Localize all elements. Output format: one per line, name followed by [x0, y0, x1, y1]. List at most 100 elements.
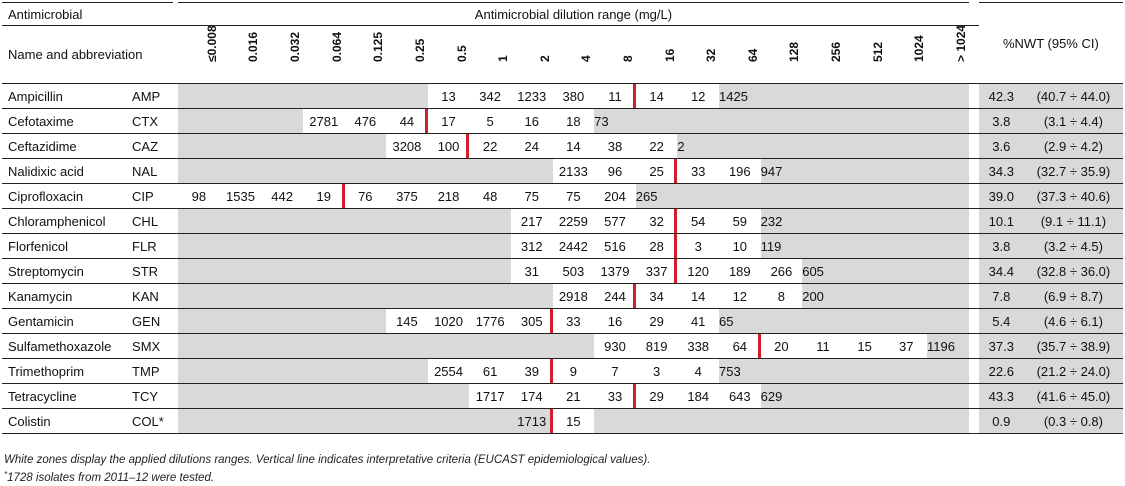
- header-spacer: [968, 2, 979, 26]
- mic-count-cell: 14: [635, 84, 678, 109]
- mic-count-cell: [927, 309, 969, 334]
- mic-count-cell: 342: [469, 84, 511, 109]
- mic-count-cell: 100: [427, 134, 470, 159]
- mic-count-cell: 643: [719, 384, 761, 409]
- footnote-marker: *: [4, 470, 8, 479]
- nwt-percent: 0.9: [978, 409, 1024, 434]
- mic-count-cell: [843, 234, 886, 259]
- mic-count-cell: [219, 334, 262, 359]
- nwt-confidence-interval: (0.3 ÷ 0.8): [1023, 409, 1123, 434]
- header-spacer: [173, 2, 179, 26]
- mic-count-cell: [927, 159, 969, 184]
- dilution-header-18: > 1024: [927, 26, 969, 84]
- mic-count-cell: 33: [594, 384, 636, 409]
- mic-count-cell: 947: [760, 159, 803, 184]
- nwt-percent: 7.8: [978, 284, 1024, 309]
- dilution-header-3: 0.064: [302, 26, 345, 84]
- antimicrobial-name: Ceftazidime: [2, 134, 124, 159]
- dilution-header-label: 8: [620, 55, 635, 62]
- mic-count-cell: [469, 234, 511, 259]
- mic-count-cell: [885, 384, 928, 409]
- row-spacer: [173, 384, 179, 409]
- mic-count-cell: 930: [594, 334, 636, 359]
- dilution-header-label: 1: [496, 55, 511, 62]
- mic-count-cell: 244: [594, 284, 636, 309]
- mic-count-cell: 5: [469, 109, 511, 134]
- mic-count-cell: [552, 334, 595, 359]
- mic-count-cell: 25: [635, 159, 678, 184]
- header-row-1: Antimicrobial Antimicrobial dilution ran…: [2, 2, 1123, 84]
- mic-count-cell: 204: [594, 184, 636, 209]
- mic-count-cell: [386, 209, 428, 234]
- mic-count-cell: [885, 234, 928, 259]
- mic-count-cell: 16: [510, 109, 553, 134]
- mic-count-cell: [802, 359, 844, 384]
- antimicrobial-name: Tetracycline: [2, 384, 124, 409]
- table-row: Sulfamethoxazole SMX 930 819 338 64 20 11 15 37 11…: [2, 334, 1123, 359]
- mic-count-cell: 44: [386, 109, 428, 134]
- mic-count-cell: [219, 409, 262, 434]
- row-spacer: [173, 209, 179, 234]
- antimicrobial-header: Antimicrobial: [2, 2, 174, 26]
- mic-count-cell: [344, 284, 387, 309]
- mic-count-cell: [178, 159, 220, 184]
- table-row: Ampicillin AMP 13 342 1233 380 11 14 12 1425 42.3(…: [2, 84, 1123, 109]
- mic-count-cell: [427, 384, 470, 409]
- row-spacer: [173, 284, 179, 309]
- mic-count-cell: [261, 209, 303, 234]
- mic-count-cell: [219, 309, 262, 334]
- mic-count-cell: [843, 84, 886, 109]
- antimicrobial-abbreviation: NAL: [123, 159, 174, 184]
- table-row: Colistin COL* 1713 15 0.9 (0.3 ÷ 0.8): [2, 409, 1123, 434]
- mic-distribution-table: Antimicrobial Antimicrobial dilution ran…: [2, 2, 1123, 434]
- mic-count-cell: [802, 159, 844, 184]
- mic-count-cell: 21: [552, 384, 595, 409]
- row-spacer: [968, 409, 979, 434]
- mic-count-cell: 59: [719, 209, 761, 234]
- mic-count-cell: [719, 109, 761, 134]
- nwt-percent: 37.3: [978, 334, 1024, 359]
- mic-count-cell: 33: [552, 309, 595, 334]
- mic-count-cell: [802, 234, 844, 259]
- mic-count-cell: 76: [344, 184, 387, 209]
- mic-count-cell: [843, 134, 886, 159]
- mic-count-cell: [802, 384, 844, 409]
- mic-count-cell: 3208: [386, 134, 428, 159]
- antimicrobial-name: Ciprofloxacin: [2, 184, 124, 209]
- nwt-confidence-interval: (41.6 ÷ 45.0): [1023, 384, 1123, 409]
- mic-count-cell: [885, 209, 928, 234]
- mic-count-cell: [635, 109, 678, 134]
- dilution-header-label: 128: [787, 41, 802, 62]
- mic-count-cell: [843, 409, 886, 434]
- mic-count-cell: [427, 159, 470, 184]
- antimicrobial-name: Cefotaxime: [2, 109, 124, 134]
- mic-count-cell: [885, 409, 928, 434]
- mic-count-cell: 380: [552, 84, 595, 109]
- row-spacer: [968, 209, 979, 234]
- antimicrobial-name: Kanamycin: [2, 284, 124, 309]
- nwt-confidence-interval: (40.7 ÷ 44.0): [1023, 84, 1123, 109]
- mic-count-cell: [261, 159, 303, 184]
- mic-count-cell: [386, 84, 428, 109]
- mic-count-cell: [386, 284, 428, 309]
- mic-count-cell: [344, 409, 387, 434]
- row-spacer: [968, 309, 979, 334]
- mic-count-cell: [927, 209, 969, 234]
- dilution-header-11: 16: [635, 26, 678, 84]
- mic-count-cell: [302, 284, 345, 309]
- dilution-header-15: 256: [802, 26, 844, 84]
- mic-count-cell: 64: [719, 334, 761, 359]
- mic-count-cell: 12: [677, 84, 719, 109]
- mic-count-cell: 39: [510, 359, 553, 384]
- mic-count-cell: 1535: [219, 184, 262, 209]
- antimicrobial-abbreviation: TCY: [123, 384, 174, 409]
- mic-count-cell: [178, 234, 220, 259]
- mic-count-cell: [927, 259, 969, 284]
- mic-count-cell: [261, 334, 303, 359]
- dilution-header-label: 1024: [912, 35, 927, 62]
- mic-count-cell: [469, 259, 511, 284]
- mic-count-cell: 16: [594, 309, 636, 334]
- mic-count-cell: [719, 409, 761, 434]
- mic-count-cell: [261, 84, 303, 109]
- mic-count-cell: 189: [719, 259, 761, 284]
